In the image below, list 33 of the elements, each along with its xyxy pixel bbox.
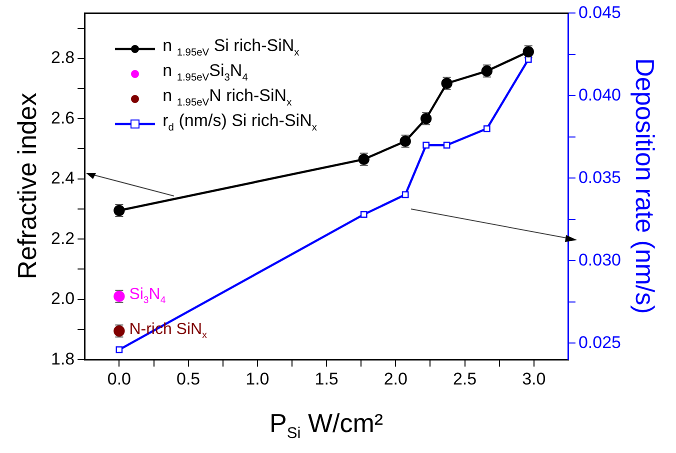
legend-label: n $_{1.95eV}$N rich-SiN$_{x}$ [162,86,292,109]
point [443,142,450,149]
x-tick-label: 2.5 [452,369,477,388]
y-axis-title: Refractive index [12,93,42,280]
x-tick-label: 0.0 [107,369,132,388]
y2-tick-label: 0.045 [578,2,622,22]
x-tick-label: 3.0 [522,369,546,388]
y2-tick-label: 0.025 [578,332,622,352]
y-tick-label: 2.8 [50,48,75,68]
legend-label: r$_{d}$ (nm/s) Si rich-SiN$_{x}$ [162,111,317,134]
y2-axis-title: Deposition rate (nm/s) [630,58,660,314]
x-tick-label: 1.5 [314,369,338,388]
point [116,346,123,354]
y2-tick-label: 0.040 [578,85,622,104]
x-tick-label: 2.0 [384,369,408,388]
point [524,56,532,63]
y-tick-label: 2.6 [50,108,75,128]
x-tick-label: 1.0 [246,369,270,388]
point [422,142,430,149]
y-tick-label: 2.2 [50,228,75,248]
point [483,125,490,132]
y-tick-label: 2.0 [50,289,75,308]
legend-label: n $_{1.95eV}$ Si rich-SiN$_{x}$ [162,36,300,59]
legend-label: n $_{1.95eV}$Si$_{3}$N$_{4}$ [162,61,248,84]
point [360,211,368,218]
x-axis-title: P$_{Si}$ W/cm² [270,408,384,442]
point [402,191,409,198]
y-tick-label: 1.8 [50,349,75,368]
annotation: Si$_{3}$N$_{4}$ [129,286,166,307]
y2-tick-label: 0.030 [578,250,622,270]
x-tick-label: 0.5 [176,369,200,388]
y2-tick-label: 0.035 [578,168,622,187]
y-tick-label: 2.4 [50,168,75,188]
